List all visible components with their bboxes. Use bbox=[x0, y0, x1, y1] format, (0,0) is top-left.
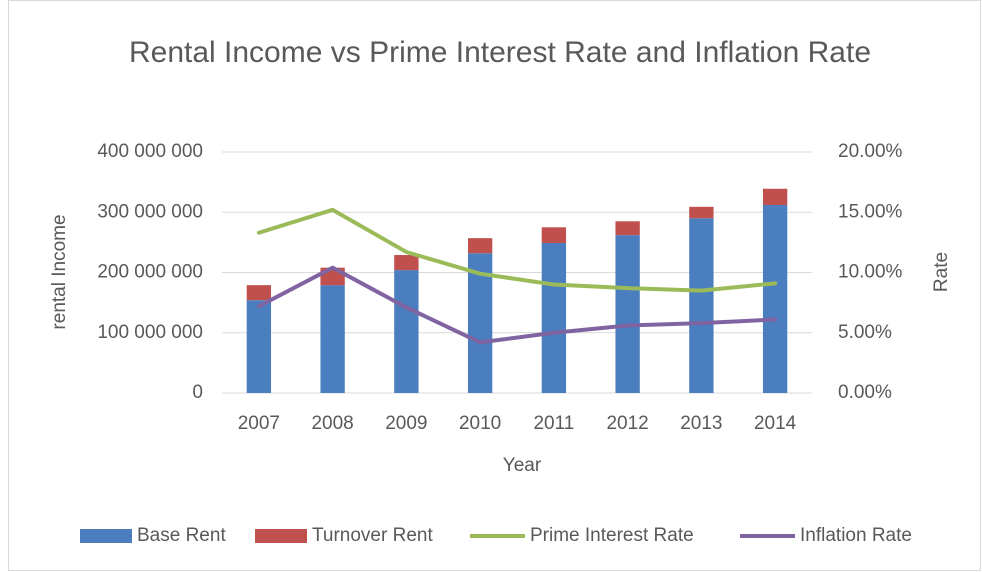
bar bbox=[689, 218, 714, 393]
bar bbox=[541, 242, 567, 393]
x-tick-label: 2009 bbox=[385, 413, 427, 434]
x-axis-title: Year bbox=[503, 455, 542, 476]
bar bbox=[615, 235, 640, 393]
x-tick-label: 2008 bbox=[311, 413, 353, 434]
bar bbox=[762, 188, 788, 206]
x-tick-label: 2010 bbox=[459, 413, 501, 434]
bar bbox=[394, 255, 419, 271]
line-series bbox=[256, 265, 778, 345]
legend-label: Base Rent bbox=[137, 525, 226, 546]
y-tick-label: 0 bbox=[192, 382, 203, 403]
bar bbox=[762, 205, 788, 393]
y-tick-label: 300 000 000 bbox=[97, 201, 203, 222]
legend-label: Inflation Rate bbox=[800, 525, 912, 546]
y-tick-label: 200 000 000 bbox=[97, 262, 203, 283]
chart-border bbox=[8, 0, 981, 571]
bar bbox=[320, 285, 345, 393]
line-series bbox=[256, 207, 778, 293]
bar bbox=[246, 285, 272, 301]
y-axis-title: rental Income bbox=[49, 214, 70, 329]
x-tick-label: 2014 bbox=[754, 413, 797, 434]
bar bbox=[394, 270, 419, 393]
legend-swatch bbox=[80, 529, 132, 543]
y-tick-label: 100 000 000 bbox=[97, 322, 203, 343]
y2-tick-label: 0.00% bbox=[838, 382, 892, 403]
x-tick-label: 2012 bbox=[606, 413, 648, 434]
legend-label: Prime Interest Rate bbox=[530, 525, 694, 546]
y2-tick-label: 10.00% bbox=[838, 262, 903, 283]
bar bbox=[689, 206, 714, 219]
bar bbox=[467, 238, 493, 254]
bar bbox=[541, 227, 567, 243]
x-tick-label: 2007 bbox=[238, 413, 280, 434]
bar bbox=[246, 300, 272, 393]
x-tick-label: 2013 bbox=[680, 413, 722, 434]
x-tick-label: 2011 bbox=[533, 413, 574, 434]
chart-title: Rental Income vs Prime Interest Rate and… bbox=[128, 36, 872, 69]
y-tick-label: 400 000 000 bbox=[97, 141, 203, 162]
legend-label: Turnover Rent bbox=[312, 525, 433, 546]
y2-tick-label: 20.00% bbox=[838, 141, 903, 162]
y2-axis-title: Rate bbox=[931, 252, 952, 292]
y2-tick-label: 5.00% bbox=[838, 322, 892, 343]
bar bbox=[615, 221, 640, 236]
legend-swatch bbox=[255, 529, 307, 543]
y2-tick-label: 15.00% bbox=[838, 201, 903, 222]
